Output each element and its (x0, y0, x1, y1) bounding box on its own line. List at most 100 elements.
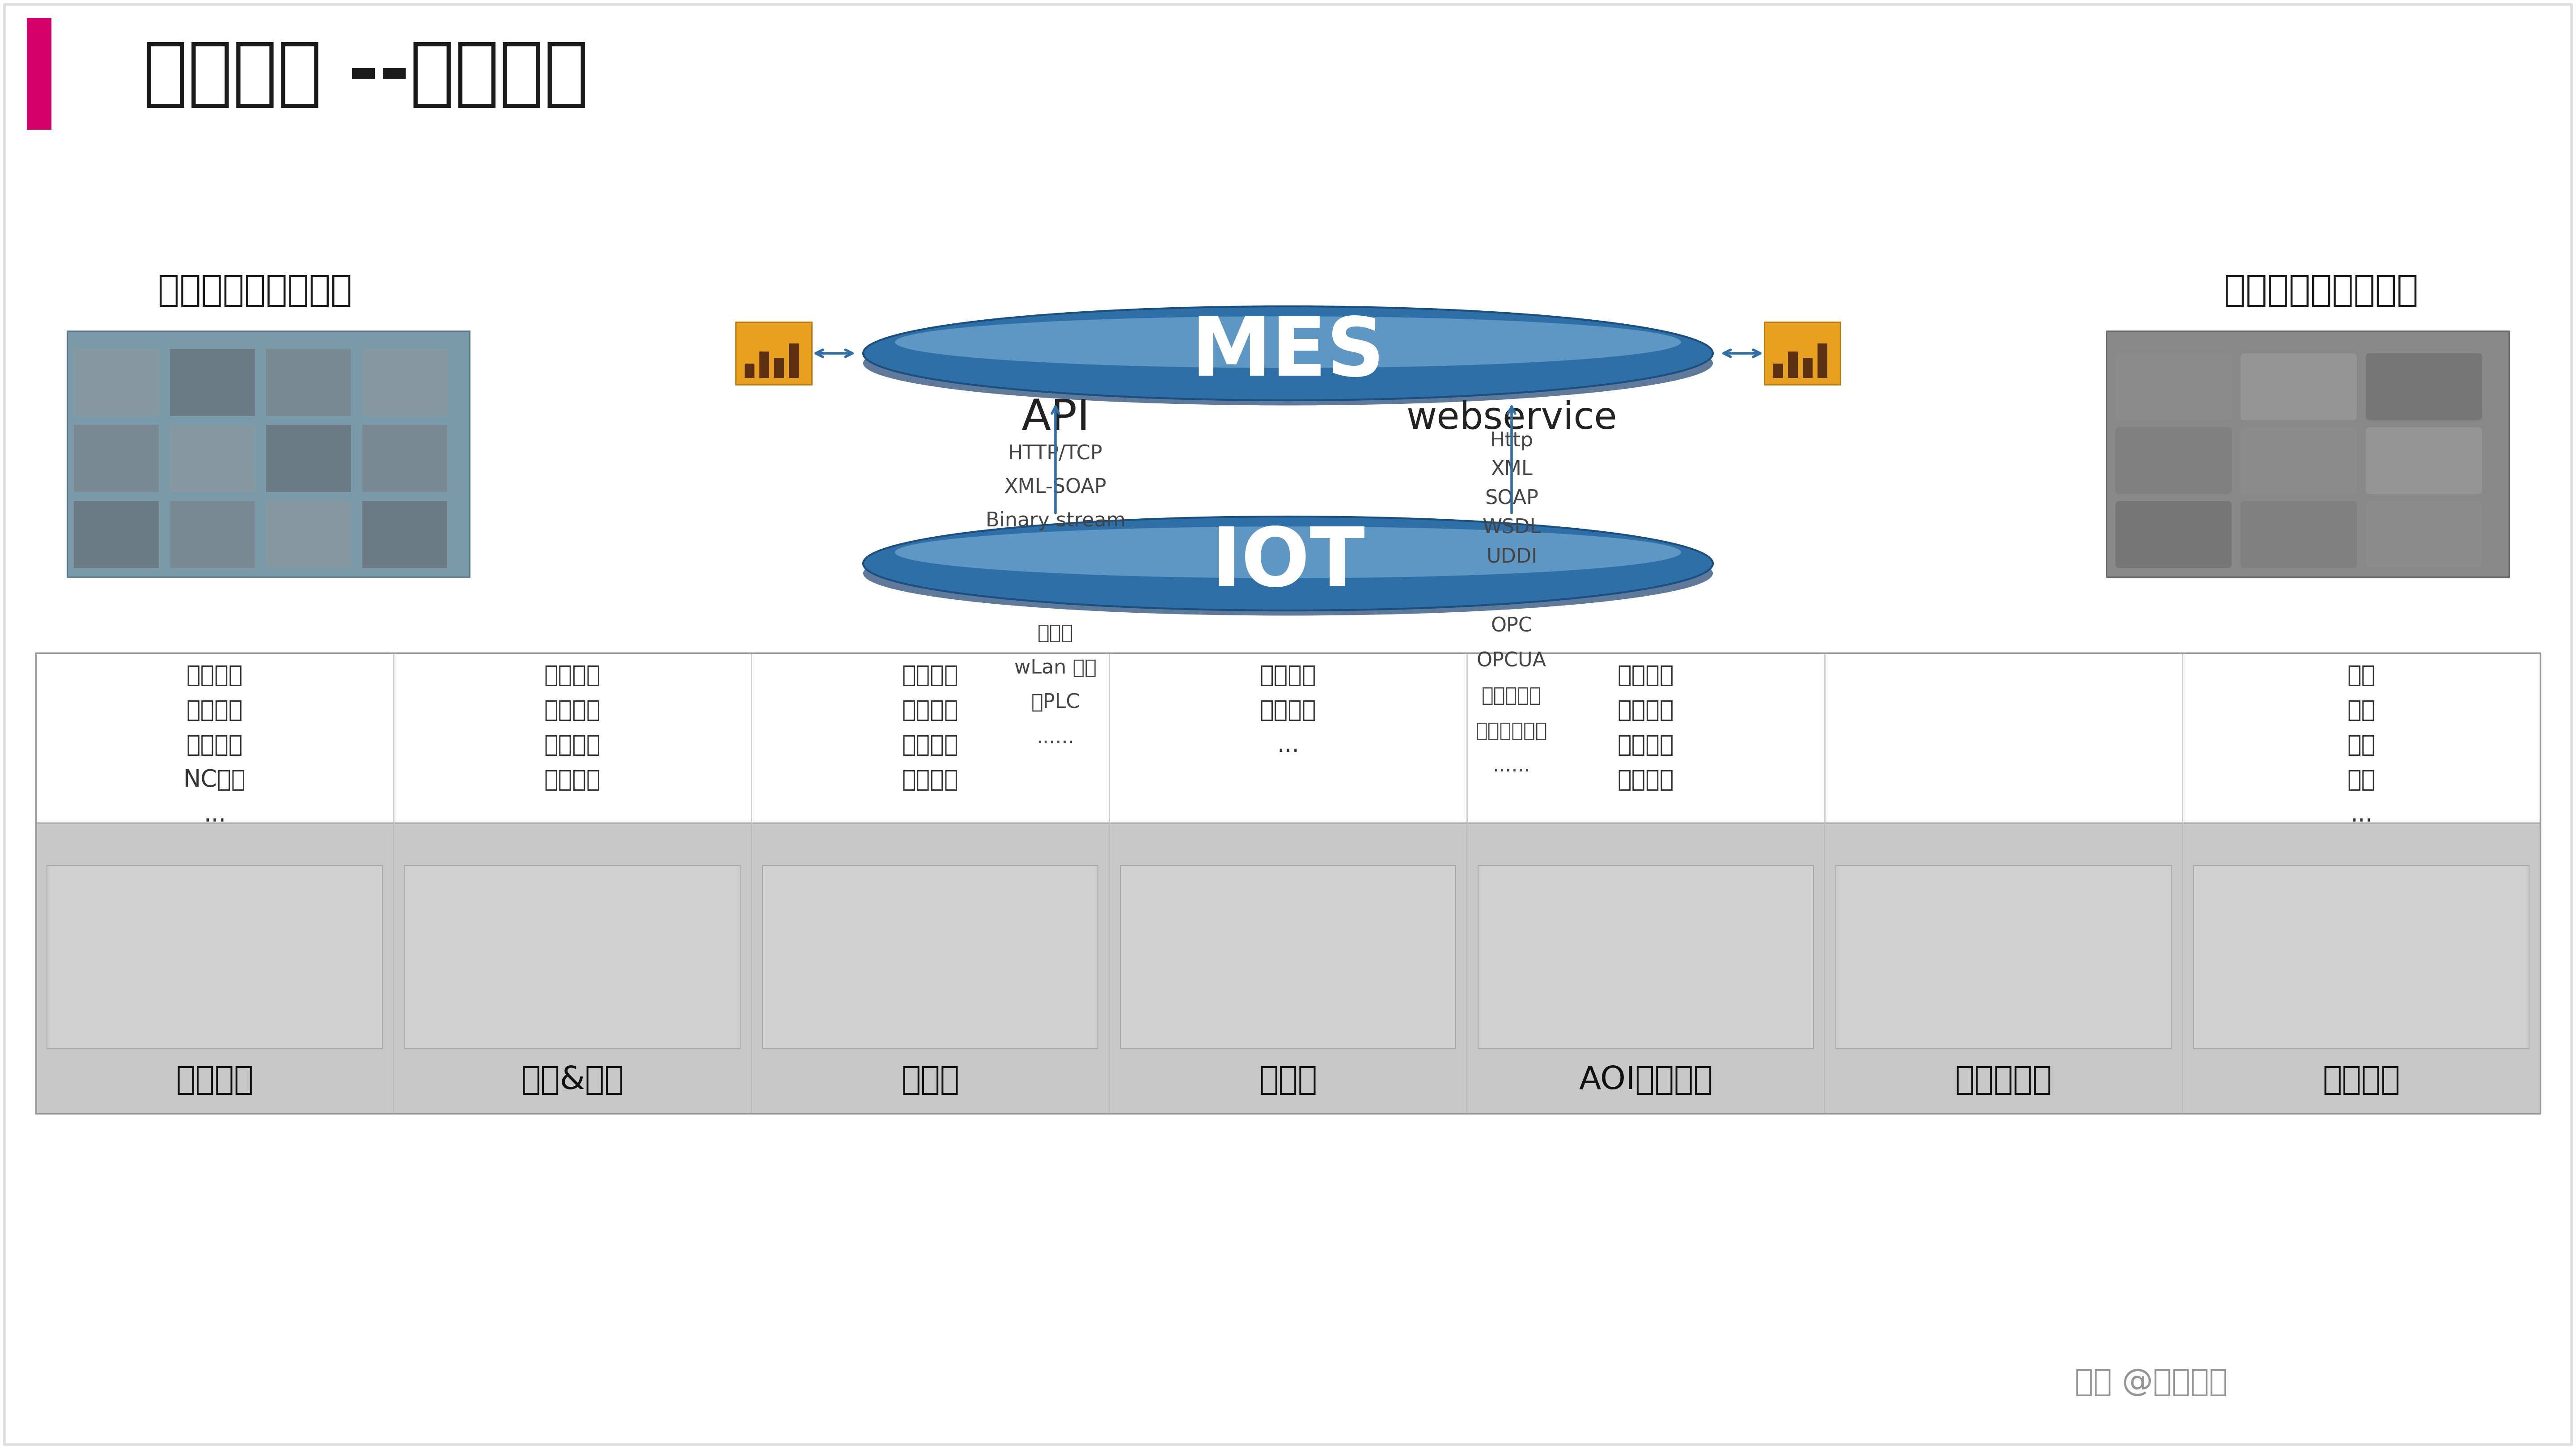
FancyBboxPatch shape (36, 823, 2540, 1114)
Text: 辅助机器人: 辅助机器人 (1955, 1065, 2053, 1095)
Text: 停机时间: 停机时间 (185, 698, 242, 722)
FancyBboxPatch shape (75, 501, 160, 568)
Ellipse shape (863, 532, 1713, 616)
FancyBboxPatch shape (762, 865, 1097, 1049)
FancyBboxPatch shape (265, 501, 350, 568)
Text: 产品与生产工艺优化: 产品与生产工艺优化 (2223, 274, 2419, 309)
FancyBboxPatch shape (363, 425, 448, 493)
FancyBboxPatch shape (2365, 354, 2483, 420)
Text: 位置: 位置 (2347, 768, 2375, 791)
FancyBboxPatch shape (26, 17, 52, 130)
Text: 配送车: 配送车 (902, 1065, 958, 1095)
Text: 运行状态: 运行状态 (544, 664, 600, 687)
FancyBboxPatch shape (1479, 865, 1814, 1049)
Ellipse shape (894, 316, 1682, 368)
Text: Binary stream: Binary stream (987, 511, 1126, 530)
FancyBboxPatch shape (2365, 427, 2483, 494)
FancyBboxPatch shape (775, 358, 783, 378)
Text: IOT: IOT (1211, 525, 1365, 603)
Text: XML: XML (1492, 459, 1533, 480)
Text: 动态库开发包: 动态库开发包 (1476, 722, 1548, 740)
Text: ...: ... (2349, 803, 2372, 826)
Text: 次数: 次数 (2347, 733, 2375, 756)
FancyBboxPatch shape (265, 425, 350, 493)
Text: ...: ... (204, 803, 227, 826)
FancyBboxPatch shape (2115, 501, 2231, 568)
Text: 参数: 参数 (2347, 698, 2375, 722)
Text: ...: ... (1278, 733, 1298, 756)
Text: 取料程序: 取料程序 (544, 768, 600, 791)
FancyBboxPatch shape (2241, 427, 2357, 494)
FancyBboxPatch shape (2365, 501, 2483, 568)
Text: 辅助工具: 辅助工具 (2324, 1065, 2401, 1095)
Text: 组态软件包: 组态软件包 (1481, 687, 1540, 706)
Text: OPC: OPC (1492, 616, 1533, 636)
Text: 生产设备: 生产设备 (175, 1065, 252, 1095)
FancyBboxPatch shape (170, 501, 255, 568)
FancyBboxPatch shape (2115, 427, 2231, 494)
FancyBboxPatch shape (75, 425, 160, 493)
Text: 生产线: 生产线 (1260, 1065, 1316, 1095)
FancyBboxPatch shape (2195, 865, 2530, 1049)
Ellipse shape (894, 526, 1682, 578)
Text: AOI检验设备: AOI检验设备 (1579, 1065, 1713, 1095)
Text: 运行状态: 运行状态 (1260, 664, 1316, 687)
Text: 差值: 差值 (2347, 664, 2375, 687)
FancyBboxPatch shape (363, 349, 448, 416)
FancyBboxPatch shape (1788, 352, 1798, 378)
Text: 待机时间: 待机时间 (185, 733, 242, 756)
Text: OPCUA: OPCUA (1476, 652, 1546, 671)
FancyBboxPatch shape (2115, 354, 2231, 420)
Text: 设备状态: 设备状态 (185, 664, 242, 687)
FancyBboxPatch shape (744, 364, 755, 378)
Ellipse shape (863, 516, 1713, 610)
Text: 作业程序: 作业程序 (1618, 768, 1674, 791)
Text: 加工时间: 加工时间 (1618, 698, 1674, 722)
FancyBboxPatch shape (1765, 322, 1839, 384)
FancyBboxPatch shape (1803, 358, 1814, 378)
FancyBboxPatch shape (737, 322, 811, 384)
Text: 卡PLC: 卡PLC (1030, 693, 1079, 713)
FancyBboxPatch shape (1837, 865, 2172, 1049)
Text: MES: MES (1190, 314, 1386, 393)
FancyBboxPatch shape (265, 349, 350, 416)
Text: wLan 采集: wLan 采集 (1015, 658, 1097, 677)
Text: 故障代码: 故障代码 (1260, 698, 1316, 722)
FancyBboxPatch shape (1819, 343, 1826, 378)
FancyBboxPatch shape (1772, 364, 1783, 378)
Text: 头条 @大音智能: 头条 @大音智能 (2074, 1366, 2228, 1397)
FancyBboxPatch shape (75, 349, 160, 416)
Text: API: API (1020, 397, 1090, 439)
Text: 设备管理 --设备连接: 设备管理 --设备连接 (144, 38, 590, 110)
Text: 待机时间: 待机时间 (1618, 733, 1674, 756)
Text: 串口宏: 串口宏 (1038, 623, 1074, 642)
Ellipse shape (863, 306, 1713, 400)
Text: SOAP: SOAP (1484, 490, 1538, 509)
Ellipse shape (863, 320, 1713, 406)
FancyBboxPatch shape (2241, 354, 2357, 420)
FancyBboxPatch shape (363, 501, 448, 568)
Text: 仓库&物料: 仓库&物料 (520, 1065, 623, 1095)
Text: webservice: webservice (1406, 400, 1618, 436)
Text: WSDL: WSDL (1481, 519, 1540, 538)
FancyBboxPatch shape (67, 330, 469, 577)
Text: 运行状态: 运行状态 (1618, 664, 1674, 687)
Text: HTTP/TCP: HTTP/TCP (1007, 445, 1103, 464)
Text: 下料次数: 下料次数 (544, 733, 600, 756)
Text: 配送次数: 配送次数 (902, 733, 958, 756)
FancyBboxPatch shape (2241, 501, 2357, 568)
FancyBboxPatch shape (2107, 330, 2509, 577)
Text: XML-SOAP: XML-SOAP (1005, 478, 1108, 497)
Text: 设备位置: 设备位置 (902, 664, 958, 687)
FancyBboxPatch shape (36, 653, 2540, 823)
Text: 生产管理与质量控制: 生产管理与质量控制 (157, 274, 353, 309)
FancyBboxPatch shape (170, 425, 255, 493)
FancyBboxPatch shape (760, 352, 770, 378)
Text: UDDI: UDDI (1486, 548, 1538, 567)
FancyBboxPatch shape (788, 343, 799, 378)
Text: 充电比例: 充电比例 (902, 768, 958, 791)
FancyBboxPatch shape (170, 349, 255, 416)
FancyBboxPatch shape (1121, 865, 1455, 1049)
Text: 设备状态: 设备状态 (902, 698, 958, 722)
Text: ......: ...... (1492, 756, 1530, 775)
